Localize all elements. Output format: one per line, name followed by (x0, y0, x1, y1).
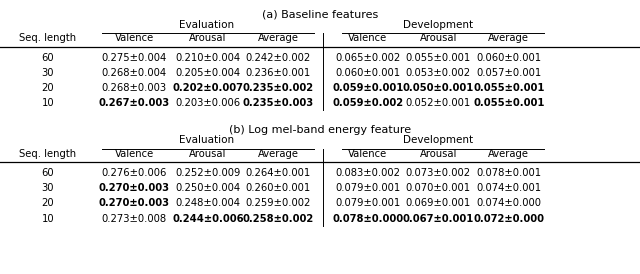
Text: 20: 20 (42, 83, 54, 93)
Text: 0.055±0.001: 0.055±0.001 (473, 98, 545, 108)
Text: 0.235±0.003: 0.235±0.003 (243, 98, 314, 108)
Text: Average: Average (258, 149, 299, 159)
Text: 0.083±0.002: 0.083±0.002 (335, 168, 401, 178)
Text: 0.078±0.001: 0.078±0.001 (476, 168, 541, 178)
Text: Arousal: Arousal (189, 33, 227, 43)
Text: (b) Log mel-band energy feature: (b) Log mel-band energy feature (229, 125, 411, 135)
Text: 0.079±0.001: 0.079±0.001 (335, 198, 401, 209)
Text: 0.248±0.004: 0.248±0.004 (175, 198, 241, 209)
Text: Seq. length: Seq. length (19, 149, 77, 159)
Text: Valence: Valence (115, 149, 154, 159)
Text: 0.260±0.001: 0.260±0.001 (246, 183, 311, 193)
Text: 30: 30 (42, 183, 54, 193)
Text: 60: 60 (42, 168, 54, 178)
Text: 0.264±0.001: 0.264±0.001 (246, 168, 311, 178)
Text: 0.069±0.001: 0.069±0.001 (406, 198, 471, 209)
Text: 0.074±0.001: 0.074±0.001 (476, 183, 541, 193)
Text: 0.276±0.006: 0.276±0.006 (102, 168, 167, 178)
Text: 20: 20 (42, 198, 54, 209)
Text: 0.275±0.004: 0.275±0.004 (102, 53, 167, 62)
Text: 0.250±0.004: 0.250±0.004 (175, 183, 241, 193)
Text: 0.055±0.001: 0.055±0.001 (406, 53, 471, 62)
Text: 0.073±0.002: 0.073±0.002 (406, 168, 471, 178)
Text: 0.270±0.003: 0.270±0.003 (99, 183, 170, 193)
Text: Evaluation: Evaluation (179, 135, 234, 145)
Text: Average: Average (488, 149, 529, 159)
Text: 0.079±0.001: 0.079±0.001 (335, 183, 401, 193)
Text: Arousal: Arousal (420, 149, 457, 159)
Text: 0.242±0.002: 0.242±0.002 (246, 53, 311, 62)
Text: 0.055±0.001: 0.055±0.001 (473, 83, 545, 93)
Text: Seq. length: Seq. length (19, 33, 77, 43)
Text: 0.270±0.003: 0.270±0.003 (99, 198, 170, 209)
Text: Valence: Valence (115, 33, 154, 43)
Text: Development: Development (403, 20, 474, 30)
Text: (a) Baseline features: (a) Baseline features (262, 10, 378, 19)
Text: 0.065±0.002: 0.065±0.002 (335, 53, 401, 62)
Text: 0.268±0.004: 0.268±0.004 (102, 68, 167, 78)
Text: 30: 30 (42, 68, 54, 78)
Text: 10: 10 (42, 98, 54, 108)
Text: Arousal: Arousal (420, 33, 457, 43)
Text: Development: Development (403, 135, 474, 145)
Text: 0.060±0.001: 0.060±0.001 (335, 68, 401, 78)
Text: 0.057±0.001: 0.057±0.001 (476, 68, 541, 78)
Text: 0.273±0.008: 0.273±0.008 (102, 213, 167, 224)
Text: 0.052±0.001: 0.052±0.001 (406, 98, 471, 108)
Text: 0.070±0.001: 0.070±0.001 (406, 183, 471, 193)
Text: Evaluation: Evaluation (179, 20, 234, 30)
Text: 60: 60 (42, 53, 54, 62)
Text: 0.268±0.003: 0.268±0.003 (102, 83, 167, 93)
Text: 0.205±0.004: 0.205±0.004 (175, 68, 241, 78)
Text: 0.244±0.006: 0.244±0.006 (172, 213, 244, 224)
Text: 0.060±0.001: 0.060±0.001 (476, 53, 541, 62)
Text: 0.210±0.004: 0.210±0.004 (175, 53, 241, 62)
Text: 0.267±0.003: 0.267±0.003 (99, 98, 170, 108)
Text: Arousal: Arousal (189, 149, 227, 159)
Text: 0.258±0.002: 0.258±0.002 (243, 213, 314, 224)
Text: 0.053±0.002: 0.053±0.002 (406, 68, 471, 78)
Text: 0.059±0.002: 0.059±0.002 (332, 98, 404, 108)
Text: Average: Average (488, 33, 529, 43)
Text: 0.050±0.001: 0.050±0.001 (403, 83, 474, 93)
Text: 0.235±0.002: 0.235±0.002 (243, 83, 314, 93)
Text: 0.078±0.000: 0.078±0.000 (332, 213, 404, 224)
Text: Average: Average (258, 33, 299, 43)
Text: 0.252±0.009: 0.252±0.009 (175, 168, 241, 178)
Text: Valence: Valence (348, 149, 388, 159)
Text: 0.203±0.006: 0.203±0.006 (175, 98, 241, 108)
Text: 0.072±0.000: 0.072±0.000 (474, 213, 544, 224)
Text: 0.067±0.001: 0.067±0.001 (403, 213, 474, 224)
Text: 0.259±0.002: 0.259±0.002 (246, 198, 311, 209)
Text: 10: 10 (42, 213, 54, 224)
Text: 0.074±0.000: 0.074±0.000 (476, 198, 541, 209)
Text: 0.236±0.001: 0.236±0.001 (246, 68, 311, 78)
Text: 0.059±0.001: 0.059±0.001 (332, 83, 404, 93)
Text: Valence: Valence (348, 33, 388, 43)
Text: 0.202±0.007: 0.202±0.007 (173, 83, 243, 93)
